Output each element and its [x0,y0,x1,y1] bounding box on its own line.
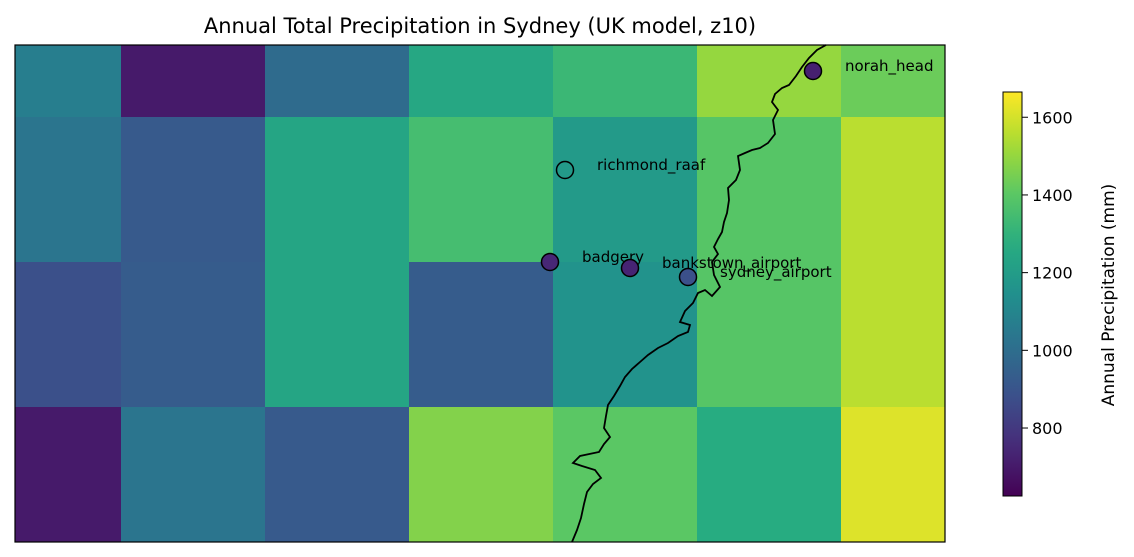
heatmap-cell [15,407,122,543]
heatmap-cell [697,117,842,263]
station-marker-sydney-airport [678,267,698,287]
colorbar-tick-label: 1000 [1032,341,1073,360]
colorbar-tick-label: 1600 [1032,108,1073,127]
heatmap-cell [265,45,410,118]
heatmap-cell [553,117,698,263]
colorbar-label: Annual Precipitation (mm) [1099,184,1119,407]
colorbar: 800 1000 1200 1400 1600 [1002,91,1073,497]
station-label-richmond-raaf: richmond_raaf [597,156,706,175]
heatmap-cell [841,45,946,118]
heatmap-cell [697,45,842,118]
heatmap-cell [841,117,946,263]
station-label-bankstown-airport: bankstown_airport [662,254,801,273]
station-marker-richmond-raaf [555,160,575,180]
coastline [571,44,827,543]
station-marker-norah-head [803,61,823,81]
heatmap-cell [121,407,266,543]
heatmap-grid [15,45,946,543]
heatmap-cell [265,117,410,263]
heatmap-cell [697,407,842,543]
heatmap-cell [553,407,698,543]
heatmap-cell [15,45,122,118]
heatmap-cell [121,45,266,118]
heatmap-cell [409,117,554,263]
heatmap-cell [409,45,554,118]
heatmap-cell [265,407,410,543]
heatmap-cell [265,262,410,408]
station-marker-bankstown-airport [620,258,640,278]
colorbar-gradient [1002,91,1023,497]
heatmap-cell [121,262,266,408]
station-label-norah-head: norah_head [845,57,934,76]
heatmap-cell [697,262,842,408]
chart-title: Annual Total Precipitation in Sydney (UK… [204,14,756,38]
heatmap-cell [409,262,554,408]
station-label-sydney-airport: sydney_airport [720,263,832,282]
station-marker-badgery [540,252,560,272]
heatmap-cell [121,117,266,263]
colorbar-tick-label: 800 [1032,419,1063,438]
map-frame [14,44,946,543]
colorbar-tick-label: 1400 [1032,186,1073,205]
heatmap-cell [841,407,946,543]
colorbar-tick-label: 1200 [1032,264,1073,283]
heatmap-cell [409,407,554,543]
heatmap-cell [15,262,122,408]
heatmap-cell [553,262,698,408]
heatmap-cell [15,117,122,263]
heatmap-cell [841,262,946,408]
heatmap-cell [553,45,698,118]
